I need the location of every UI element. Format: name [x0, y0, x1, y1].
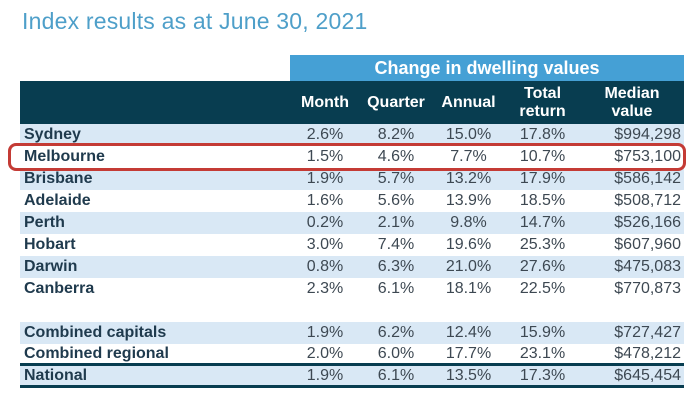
cell-total-return: 27.6% — [519, 258, 566, 275]
header-median-value: Median value — [580, 81, 684, 124]
cell-annual: 21.0% — [445, 258, 492, 275]
cell-median-value: $475,083 — [614, 258, 681, 275]
cell-median-value: $478,212 — [614, 344, 681, 362]
cell-month: 0.8% — [306, 258, 344, 275]
spacer-row — [20, 300, 684, 322]
cell-median-value: $994,298 — [614, 126, 681, 143]
cell-quarter: 7.4% — [377, 236, 415, 253]
cell-label: Perth — [24, 214, 65, 231]
cell-quarter: 6.0% — [377, 344, 415, 362]
table-row-brisbane: Brisbane 1.9% 5.7% 13.2% 17.9% $586,142 — [20, 168, 684, 190]
header-quarter: Quarter — [367, 93, 425, 111]
cell-median-value: $727,427 — [614, 324, 681, 341]
table-row-darwin: Darwin 0.8% 6.3% 21.0% 27.6% $475,083 — [20, 256, 684, 278]
cell-quarter: 6.3% — [377, 258, 415, 275]
cell-month: 1.6% — [306, 192, 344, 209]
cell-month: 1.9% — [306, 366, 344, 384]
header-total-return: Total return — [505, 81, 580, 124]
table-row-hobart: Hobart 3.0% 7.4% 19.6% 25.3% $607,960 — [20, 234, 684, 256]
header-month: Month — [301, 93, 349, 111]
cell-annual: 13.2% — [445, 170, 492, 187]
cell-month: 3.0% — [306, 236, 344, 253]
cell-annual: 12.4% — [445, 324, 492, 341]
cell-annual: 13.9% — [445, 192, 492, 209]
cell-quarter: 5.7% — [377, 170, 415, 187]
cell-total-return: 17.8% — [519, 126, 566, 143]
cell-month: 1.9% — [306, 324, 344, 341]
cell-total-return: 17.9% — [519, 170, 566, 187]
table-row-adelaide: Adelaide 1.6% 5.6% 13.9% 18.5% $508,712 — [20, 190, 684, 212]
cell-month: 1.5% — [306, 148, 344, 165]
cell-quarter: 5.6% — [377, 192, 415, 209]
cell-label: Combined regional — [24, 344, 169, 362]
table-row-sydney: Sydney 2.6% 8.2% 15.0% 17.8% $994,298 — [20, 124, 684, 146]
table-row-national: National 1.9% 6.1% 13.5% 17.3% $645,454 — [20, 366, 684, 388]
cell-month: 0.2% — [306, 214, 344, 231]
column-group-row: Change in dwelling values — [20, 55, 684, 81]
cell-total-return: 14.7% — [519, 214, 566, 231]
cell-quarter: 4.6% — [377, 148, 415, 165]
table-header-row: Month Quarter Annual Total return Median… — [20, 81, 684, 124]
table-row-combined-regional: Combined regional 2.0% 6.0% 17.7% 23.1% … — [20, 344, 684, 366]
cell-quarter: 6.2% — [377, 324, 415, 341]
cell-label: Canberra — [24, 280, 95, 297]
cell-label: Combined capitals — [24, 324, 167, 341]
table-row-melbourne: Melbourne 1.5% 4.6% 7.7% 10.7% $753,100 — [20, 146, 684, 168]
cell-label: Brisbane — [24, 170, 93, 187]
banner-spacer-cell — [20, 55, 290, 81]
cell-quarter: 8.2% — [377, 126, 415, 143]
cell-label: Adelaide — [24, 192, 91, 209]
header-total-return-label: Total return — [519, 84, 566, 120]
cell-quarter: 6.1% — [377, 280, 415, 297]
cell-label: Darwin — [24, 258, 78, 275]
cell-quarter: 2.1% — [377, 214, 415, 231]
cell-median-value: $607,960 — [614, 236, 681, 253]
column-group-header: Change in dwelling values — [290, 55, 684, 81]
table-row-canberra: Canberra 2.3% 6.1% 18.1% 22.5% $770,873 — [20, 278, 684, 300]
cell-annual: 15.0% — [445, 126, 492, 143]
header-region-cell — [20, 81, 290, 124]
cell-total-return: 15.9% — [519, 324, 566, 341]
cell-annual: 19.6% — [445, 236, 492, 253]
cell-total-return: 17.3% — [519, 366, 566, 384]
cell-annual: 9.8% — [450, 214, 487, 231]
header-median-value-label: Median value — [604, 84, 660, 120]
cell-label: Sydney — [24, 126, 81, 143]
cell-month: 2.0% — [306, 344, 344, 362]
cell-month: 2.6% — [306, 126, 344, 143]
cell-annual: 17.7% — [445, 344, 492, 362]
cell-label: Hobart — [24, 236, 76, 253]
cell-month: 1.9% — [306, 170, 344, 187]
page-title: Index results as at June 30, 2021 — [22, 8, 368, 34]
cell-annual: 13.5% — [445, 366, 492, 384]
cell-month: 2.3% — [306, 280, 344, 297]
cell-median-value: $770,873 — [614, 280, 681, 297]
cell-total-return: 10.7% — [519, 148, 566, 165]
cell-label: Melbourne — [24, 148, 105, 165]
cell-quarter: 6.1% — [377, 366, 415, 384]
dwelling-values-table: Change in dwelling values Month Quarter … — [20, 55, 684, 388]
cell-median-value: $753,100 — [614, 148, 681, 165]
cell-total-return: 25.3% — [519, 236, 566, 253]
cell-total-return: 23.1% — [519, 344, 566, 362]
cell-total-return: 22.5% — [519, 280, 566, 297]
cell-label: National — [24, 366, 88, 384]
cell-median-value: $526,166 — [614, 214, 681, 231]
header-annual: Annual — [441, 93, 496, 111]
cell-median-value: $645,454 — [614, 366, 681, 384]
cell-annual: 7.7% — [450, 148, 487, 165]
table-row-perth: Perth 0.2% 2.1% 9.8% 14.7% $526,166 — [20, 212, 684, 234]
cell-total-return: 18.5% — [519, 192, 566, 209]
cell-median-value: $586,142 — [614, 170, 681, 187]
table-row-combined-capitals: Combined capitals 1.9% 6.2% 12.4% 15.9% … — [20, 322, 684, 344]
cell-annual: 18.1% — [445, 280, 492, 297]
cell-median-value: $508,712 — [614, 192, 681, 209]
